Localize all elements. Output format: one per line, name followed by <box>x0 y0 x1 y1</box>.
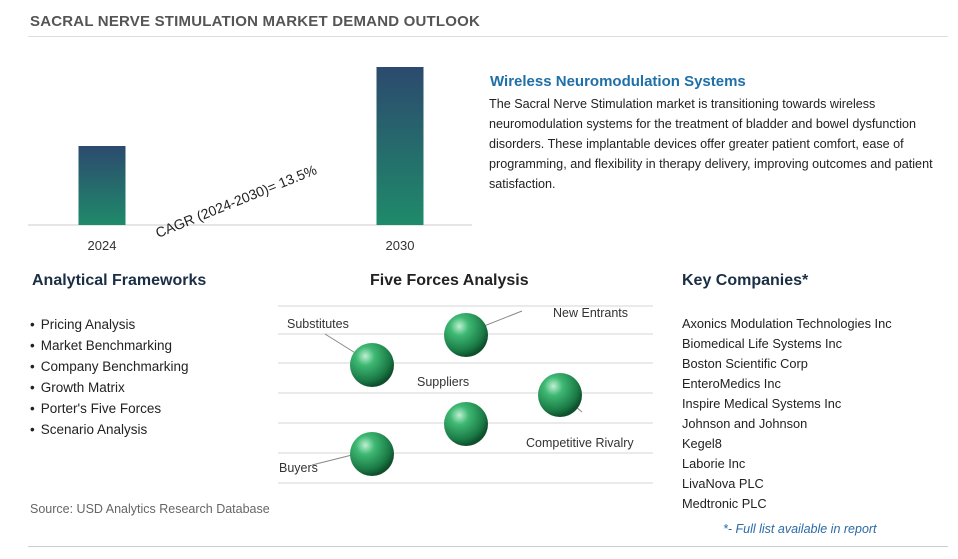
feature-description: The Sacral Nerve Stimulation market is t… <box>489 97 933 191</box>
force-label-suppliers: Suppliers <box>417 375 469 389</box>
force-label-buyers: Buyers <box>279 461 318 475</box>
force-label-competitive-rivalry: Competitive Rivalry <box>526 436 634 450</box>
list-item: Boston Scientific Corp <box>682 356 808 371</box>
list-item: Market Benchmarking <box>30 335 189 356</box>
x-tick-label: 2030 <box>386 238 415 253</box>
force-label-new-entrants: New Entrants <box>553 306 628 320</box>
list-item: EnteroMedics Inc <box>682 376 781 391</box>
bottom-divider <box>28 546 948 547</box>
frameworks-heading: Analytical Frameworks <box>32 272 207 289</box>
force-label-substitutes: Substitutes <box>287 317 349 331</box>
x-tick-labels: 2024 2030 <box>88 238 415 253</box>
bar-2024 <box>78 146 126 225</box>
feature-title: Wireless Neuromodulation Systems <box>490 73 746 90</box>
five-forces-diagram: New Entrants Substitutes Suppliers Compe… <box>278 305 653 484</box>
list-item: Growth Matrix <box>30 377 189 398</box>
list-item: Porter's Five Forces <box>30 398 189 419</box>
list-item: Johnson and Johnson <box>682 416 808 431</box>
suppliers-sphere <box>444 402 488 446</box>
forces-heading: Five Forces Analysis <box>370 272 529 289</box>
buyers-sphere <box>350 432 394 476</box>
list-item: Kegel8 <box>682 436 722 451</box>
forces-spheres <box>350 313 582 476</box>
frameworks-list: Pricing Analysis Market Benchmarking Com… <box>30 314 189 440</box>
list-item: LivaNova PLC <box>682 476 764 491</box>
list-item: Biomedical Life Systems Inc <box>682 336 843 351</box>
competitive-rivalry-sphere <box>538 373 582 417</box>
market-bar-chart: 2024 2030 CAGR (2024-2030)= 13.5% <box>28 67 472 253</box>
list-item: Axonics Modulation Technologies Inc <box>682 316 892 331</box>
list-item: Inspire Medical Systems Inc <box>682 396 842 411</box>
source-note: Source: USD Analytics Research Database <box>30 502 270 516</box>
list-item: Scenario Analysis <box>30 419 189 440</box>
substitutes-sphere <box>350 343 394 387</box>
top-divider <box>28 36 948 37</box>
page-title: SACRAL NERVE STIMULATION MARKET DEMAND O… <box>30 13 481 30</box>
x-tick-label: 2024 <box>88 238 117 253</box>
companies-note: *- Full list available in report <box>723 522 877 536</box>
list-item: Laborie Inc <box>682 456 746 471</box>
bars-group <box>78 67 424 225</box>
cagr-annotation: CAGR (2024-2030)= 13.5% <box>153 161 319 240</box>
new-entrants-sphere <box>444 313 488 357</box>
companies-list: Axonics Modulation Technologies Inc Biom… <box>682 314 892 514</box>
list-item: Company Benchmarking <box>30 356 189 377</box>
companies-heading: Key Companies* <box>682 272 809 289</box>
bar-2030 <box>376 67 424 225</box>
list-item: Pricing Analysis <box>30 314 189 335</box>
list-item: Medtronic PLC <box>682 496 767 511</box>
